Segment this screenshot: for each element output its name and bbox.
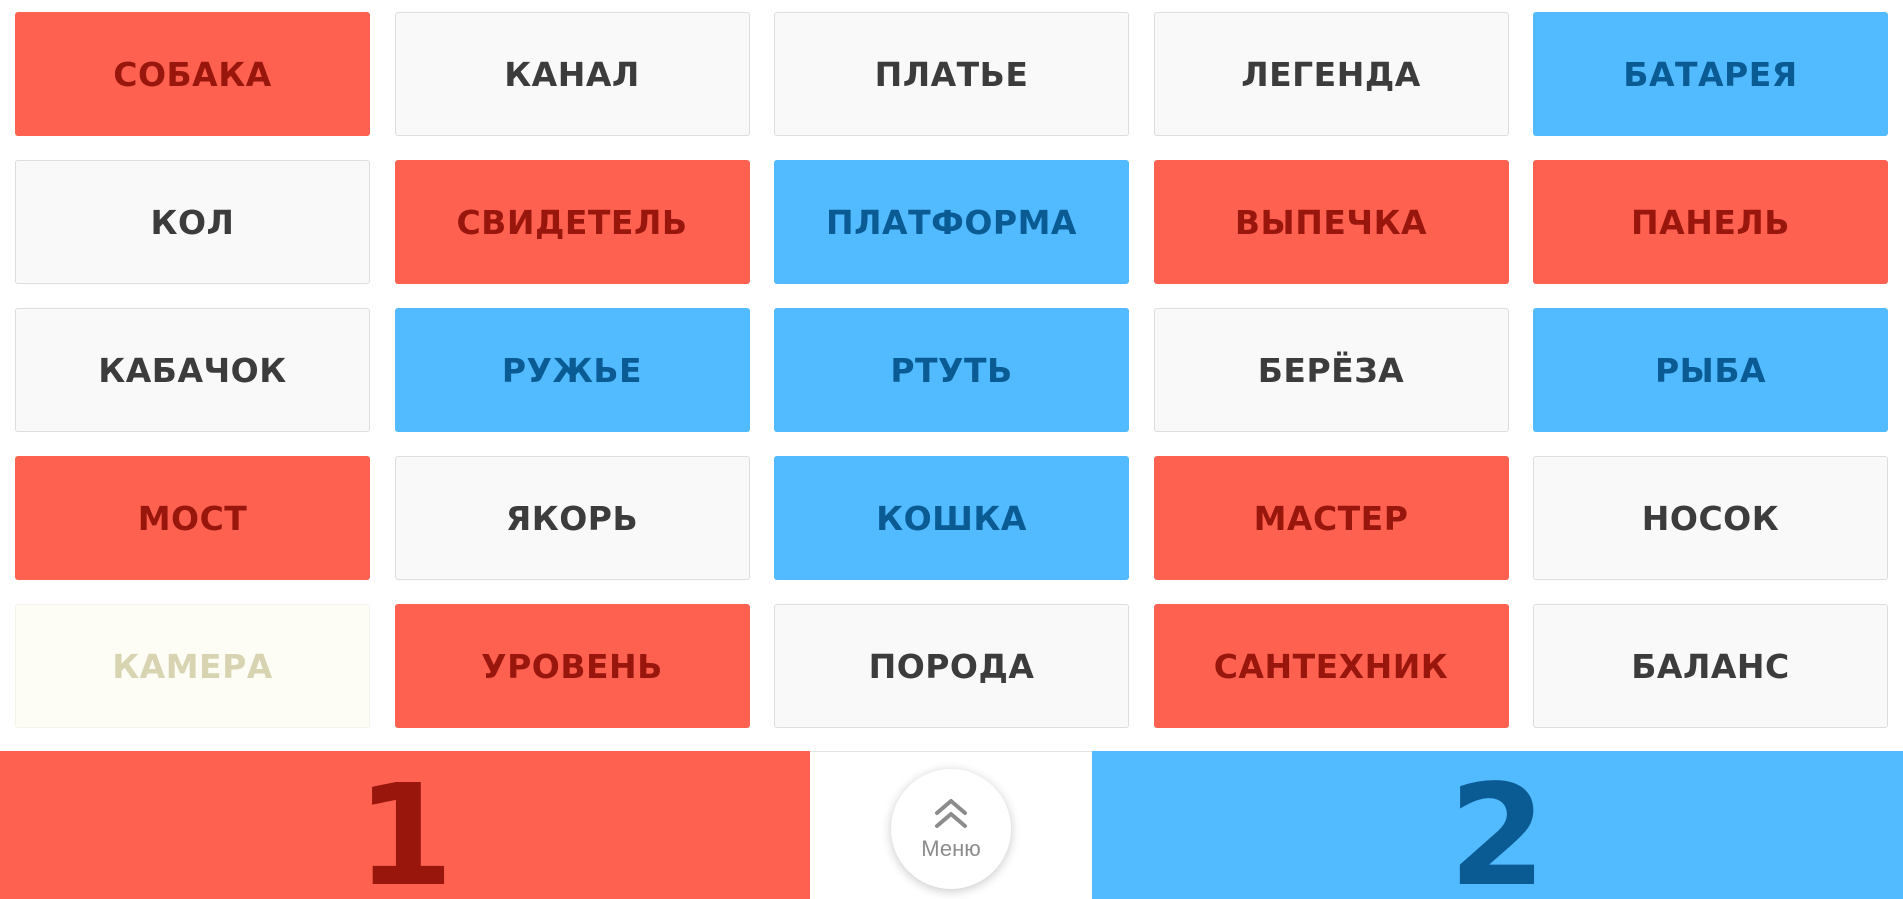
word-card[interactable]: ЛЕГЕНДА <box>1153 12 1509 136</box>
word-card[interactable]: БЕРЁЗА <box>1153 308 1509 432</box>
menu-label: Меню <box>921 836 981 861</box>
word-card[interactable]: КАБАЧОК <box>15 308 370 432</box>
menu-area: Меню <box>810 751 1092 899</box>
word-card[interactable]: БАТАРЕЯ <box>1533 12 1888 136</box>
menu-button[interactable]: Меню <box>891 769 1011 889</box>
word-card[interactable]: РТУТЬ <box>774 308 1129 432</box>
team-blue-score-panel: 2 <box>1092 751 1903 899</box>
word-card[interactable]: НОСОК <box>1533 456 1888 580</box>
word-card[interactable]: КАНАЛ <box>394 12 750 136</box>
word-card[interactable]: ПЛАТЬЕ <box>774 12 1129 136</box>
word-card[interactable]: РУЖЬЕ <box>394 308 750 432</box>
word-card[interactable]: ЯКОРЬ <box>394 456 750 580</box>
team-red-score: 1 <box>356 755 454 899</box>
word-card[interactable]: МАСТЕР <box>1153 456 1509 580</box>
word-card[interactable]: ПАНЕЛЬ <box>1533 160 1888 284</box>
word-card[interactable]: БАЛАНС <box>1533 604 1888 728</box>
word-card[interactable]: ПЛАТФОРМА <box>774 160 1129 284</box>
score-footer: 1 Меню 2 <box>0 751 1903 899</box>
word-card[interactable]: ПОРОДА <box>774 604 1129 728</box>
word-card[interactable]: МОСТ <box>15 456 370 580</box>
word-card[interactable]: ВЫПЕЧКА <box>1153 160 1509 284</box>
word-card[interactable]: КАМЕРА <box>15 604 370 728</box>
word-card[interactable]: САНТЕХНИК <box>1153 604 1509 728</box>
word-card[interactable]: КОЛ <box>15 160 370 284</box>
game-board: СОБАКА КАНАЛ ПЛАТЬЕ ЛЕГЕНДА БАТАРЕЯ КОЛ СВИДЕТ… <box>15 12 1888 728</box>
double-chevron-up-icon <box>935 799 967 828</box>
word-card[interactable]: РЫБА <box>1533 308 1888 432</box>
word-card[interactable]: СОБАКА <box>15 12 370 136</box>
team-red-score-panel: 1 <box>0 751 810 899</box>
team-blue-score: 2 <box>1448 755 1547 899</box>
word-card[interactable]: УРОВЕНЬ <box>394 604 750 728</box>
word-card[interactable]: СВИДЕТЕЛЬ <box>394 160 750 284</box>
word-card[interactable]: КОШКА <box>774 456 1129 580</box>
